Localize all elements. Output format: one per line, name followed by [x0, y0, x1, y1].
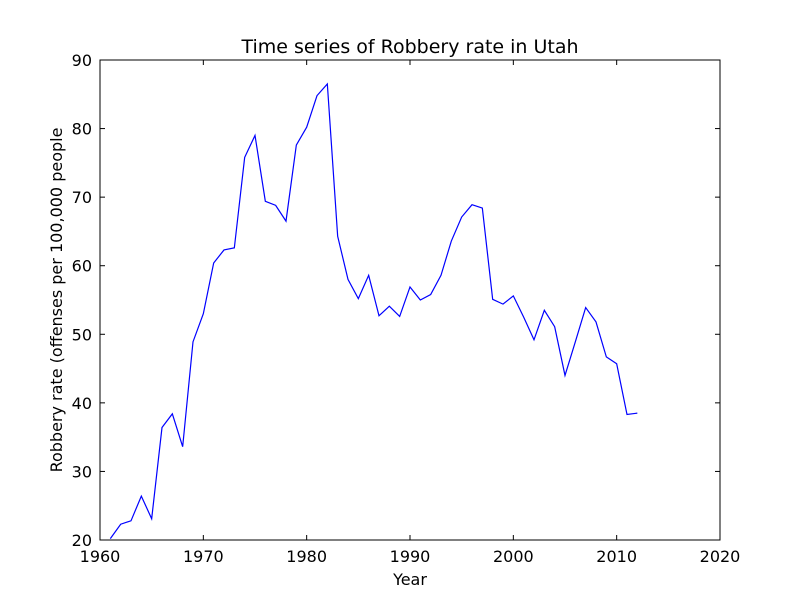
series-line: [109, 82, 638, 539]
y-tick-label: 60: [72, 257, 92, 276]
y-tick-label: 50: [72, 325, 92, 344]
x-tick-label: 1990: [390, 547, 431, 566]
y-tick-label: 30: [72, 462, 92, 481]
x-tick-label: 2000: [493, 547, 534, 566]
y-tick-label: 80: [72, 120, 92, 139]
chart-title: Time series of Robbery rate in Utah: [240, 36, 578, 58]
y-tick-label: 70: [72, 188, 92, 207]
x-tick-label: 2020: [700, 547, 741, 566]
plot-area: [100, 60, 720, 540]
x-tick-label: 1980: [286, 547, 327, 566]
y-tick-label: 20: [72, 531, 92, 550]
y-tick-label: 40: [72, 394, 92, 413]
x-tick-label: 1970: [183, 547, 224, 566]
y-axis: 20 30 40 50 60 70 80 90: [72, 51, 720, 550]
plot-frame: [99, 59, 721, 541]
x-tick-label: 1960: [80, 547, 121, 566]
y-axis-label: Robbery rate (offenses per 100,000 peopl…: [47, 128, 66, 473]
x-tick-label: 2010: [596, 547, 637, 566]
y-tick-label: 90: [72, 51, 92, 70]
x-axis-label: Year: [392, 570, 427, 589]
